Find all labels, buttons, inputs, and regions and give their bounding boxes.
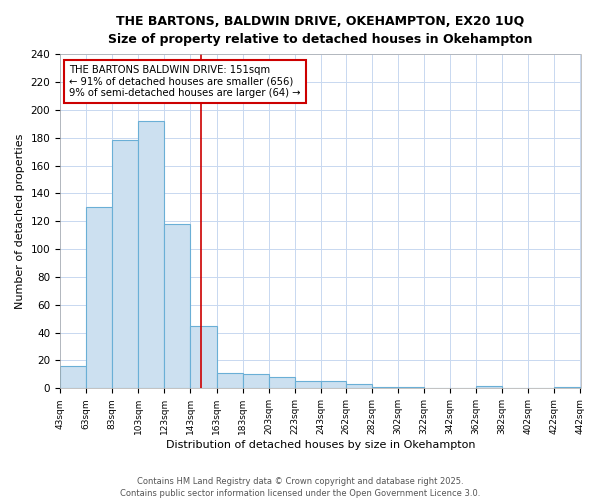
Bar: [138, 121, 164, 388]
Text: Contains HM Land Registry data © Crown copyright and database right 2025.
Contai: Contains HM Land Registry data © Crown c…: [120, 476, 480, 498]
Bar: [60, 366, 86, 388]
Bar: [86, 208, 112, 388]
Bar: [346, 384, 372, 388]
Bar: [269, 377, 295, 388]
Title: THE BARTONS, BALDWIN DRIVE, OKEHAMPTON, EX20 1UQ
Size of property relative to de: THE BARTONS, BALDWIN DRIVE, OKEHAMPTON, …: [108, 15, 533, 46]
Bar: [190, 326, 217, 388]
Y-axis label: Number of detached properties: Number of detached properties: [15, 134, 25, 309]
Bar: [398, 387, 424, 388]
Text: THE BARTONS BALDWIN DRIVE: 151sqm
← 91% of detached houses are smaller (656)
9% : THE BARTONS BALDWIN DRIVE: 151sqm ← 91% …: [69, 66, 301, 98]
Bar: [164, 224, 190, 388]
Bar: [295, 382, 321, 388]
Bar: [321, 382, 346, 388]
X-axis label: Distribution of detached houses by size in Okehampton: Distribution of detached houses by size …: [166, 440, 475, 450]
Bar: [476, 386, 502, 388]
Bar: [112, 140, 138, 388]
Bar: [372, 387, 398, 388]
Bar: [554, 387, 580, 388]
Bar: [242, 374, 269, 388]
Bar: [217, 373, 242, 388]
